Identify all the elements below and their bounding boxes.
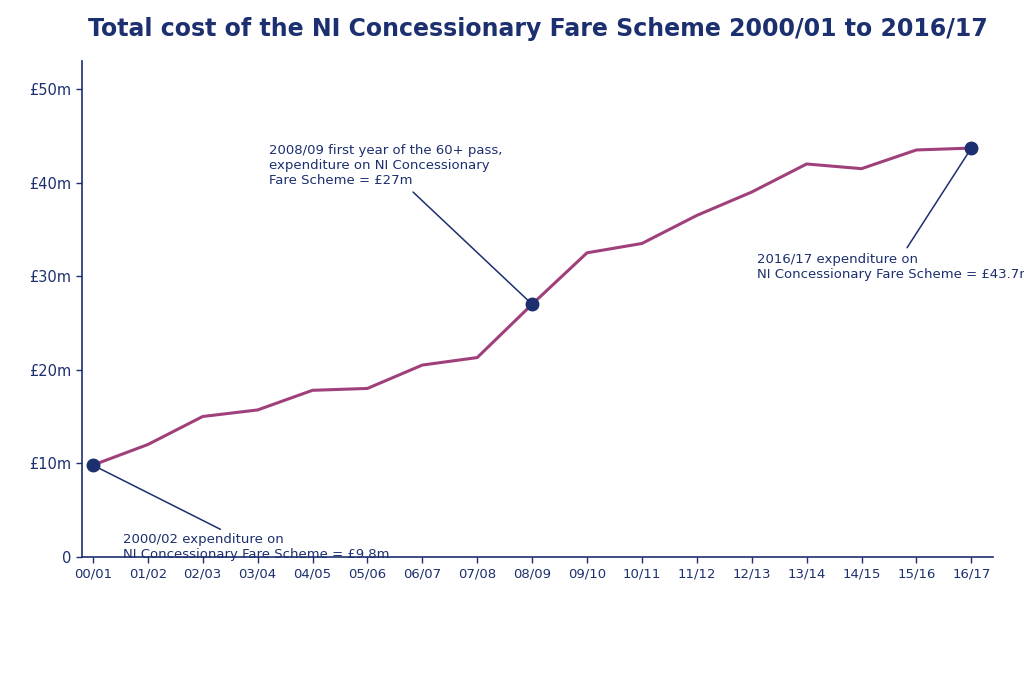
Text: 2016/17 expenditure on
NI Concessionary Fare Scheme = £43.7m: 2016/17 expenditure on NI Concessionary … <box>757 151 1024 281</box>
Text: 2000/02 expenditure on
NI Concessionary Fare Scheme = £9.8m: 2000/02 expenditure on NI Concessionary … <box>95 466 389 562</box>
Title: Total cost of the NI Concessionary Fare Scheme 2000/01 to 2016/17: Total cost of the NI Concessionary Fare … <box>88 17 987 41</box>
Text: 2008/09 first year of the 60+ pass,
expenditure on NI Concessionary
Fare Scheme : 2008/09 first year of the 60+ pass, expe… <box>268 145 530 302</box>
